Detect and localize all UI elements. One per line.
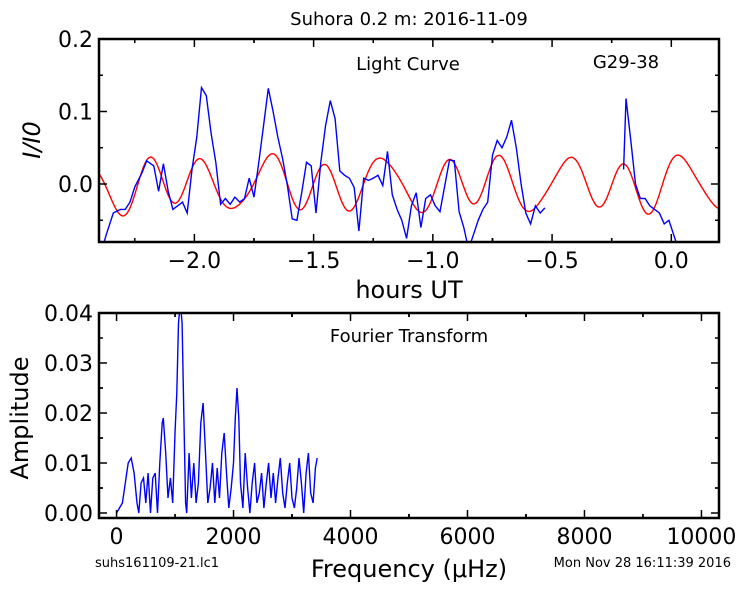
light-curve-axes-frame <box>97 37 721 244</box>
fourier-transform-xtick-label: 2000 <box>206 525 262 550</box>
light-curve-ytick-label: 0.1 <box>58 101 93 126</box>
light-curve-xtick-label: 0.0 <box>654 249 689 274</box>
light-curve-data-line <box>103 85 546 242</box>
light-curve-xlabel: hours UT <box>355 276 463 304</box>
star-name-annotation: G29-38 <box>593 52 659 73</box>
light-curve-ytick-label: 0.0 <box>58 173 93 198</box>
fourier-transform-xtick-label: 6000 <box>439 525 495 550</box>
fourier-transform-xtick-label: 8000 <box>556 525 612 550</box>
fourier-transform-ytick-label: 0.02 <box>44 402 93 427</box>
fourier-transform-title: Fourier Transform <box>330 326 488 347</box>
light-curve-xtick-label: −2.0 <box>168 249 221 274</box>
fourier-amplitude-line <box>115 313 318 514</box>
light-curve-data-line <box>622 98 677 242</box>
fourier-transform-axes-frame <box>97 311 721 520</box>
light-curve-ylabel: I/I0 <box>18 121 46 159</box>
light-curve-ticks: −2.0 −1.5 −1.0 −0.5 0.0 0.0 0.1 0.2 <box>58 28 719 274</box>
fourier-transform-ytick-label: 0.04 <box>44 302 93 327</box>
fourier-transform-plot-area <box>115 313 318 514</box>
fourier-transform-xtick-label: 0 <box>110 525 124 550</box>
light-curve-xtick-label: −1.0 <box>406 249 459 274</box>
footer-timestamp: Mon Nov 28 16:11:39 2016 <box>554 556 731 571</box>
figure-suptitle: Suhora 0.2 m: 2016-11-09 <box>290 9 528 30</box>
light-curve-panel: −2.0 −1.5 −1.0 −0.5 0.0 0.0 0.1 0.2 Light Curve… <box>18 28 721 304</box>
light-curve-xtick-label: −1.5 <box>287 249 340 274</box>
light-curve-xtick-label: −0.5 <box>525 249 578 274</box>
light-curve-model-line <box>99 152 719 217</box>
fourier-transform-panel: 0 2000 4000 6000 8000 10000 0.00 0.01 0.02 0.03 0.… <box>6 302 736 583</box>
light-curve-title: Light Curve <box>356 54 460 75</box>
fourier-transform-ticks: 0 2000 4000 6000 8000 10000 0.00 0.01 0.02 0.03 0.… <box>44 302 736 550</box>
fourier-transform-xtick-label: 4000 <box>323 525 379 550</box>
fourier-transform-ylabel: Amplitude <box>6 357 34 480</box>
light-curve-ytick-label: 0.2 <box>58 28 93 53</box>
fourier-transform-ytick-label: 0.01 <box>44 452 93 477</box>
footer-filename: suhs161109-21.lc1 <box>95 556 219 571</box>
light-curve-plot-area <box>99 85 719 242</box>
fourier-transform-ytick-label: 0.00 <box>44 502 93 527</box>
fourier-transform-ytick-label: 0.03 <box>44 352 93 377</box>
fourier-transform-xlabel: Frequency (μHz) <box>311 555 507 583</box>
fourier-transform-xtick-label: 10000 <box>666 525 736 550</box>
